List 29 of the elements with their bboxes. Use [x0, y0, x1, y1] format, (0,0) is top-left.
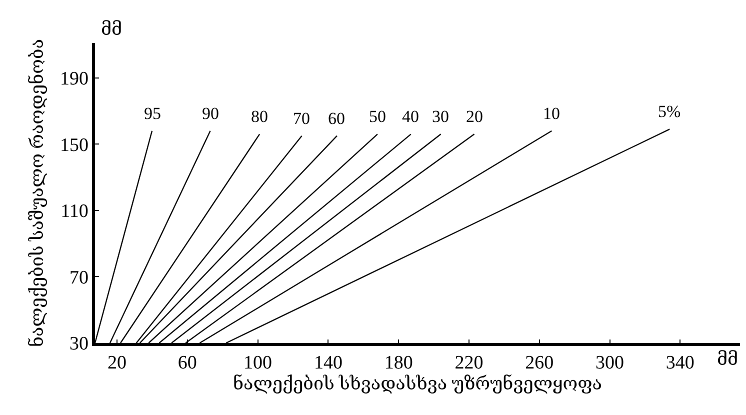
series-label: 70	[293, 109, 310, 128]
series-label: 40	[402, 107, 419, 126]
series-label: 60	[328, 109, 345, 128]
x-tick-label: 340	[666, 352, 694, 374]
x-tick-label: 20	[108, 352, 126, 374]
text: მმ	[101, 19, 122, 39]
series-label: 90	[202, 104, 219, 123]
x-tick-label: 60	[178, 352, 197, 374]
series-label: 95	[144, 104, 161, 123]
x-tick-label: 140	[314, 352, 342, 374]
y-tick-label: 30	[69, 334, 88, 355]
x-tick-label: 220	[454, 352, 484, 374]
y-tick-label: 150	[60, 134, 88, 156]
series-label: 10	[543, 104, 560, 123]
series-label: 50	[369, 107, 386, 126]
series-label: 30	[432, 107, 449, 126]
y-tick-label: 110	[60, 201, 88, 222]
text: მმ	[717, 349, 738, 369]
x-tick-label: 260	[525, 352, 554, 374]
y-axis-title: ნალექების საშუალო რაოდენობა	[27, 38, 48, 348]
x-tick-label: 300	[596, 352, 624, 374]
series-label: 80	[251, 107, 268, 126]
x-tick-label: 100	[244, 352, 272, 374]
y-tick-label: 70	[69, 267, 88, 288]
y-tick-label: 190	[60, 68, 88, 90]
x-tick-label: 180	[384, 352, 413, 374]
series-label: 5%	[658, 102, 681, 121]
x-axis-title: ნალექების სხვადასხვა უზრუნველყოფა	[232, 374, 602, 395]
series-label: 20	[466, 107, 483, 126]
